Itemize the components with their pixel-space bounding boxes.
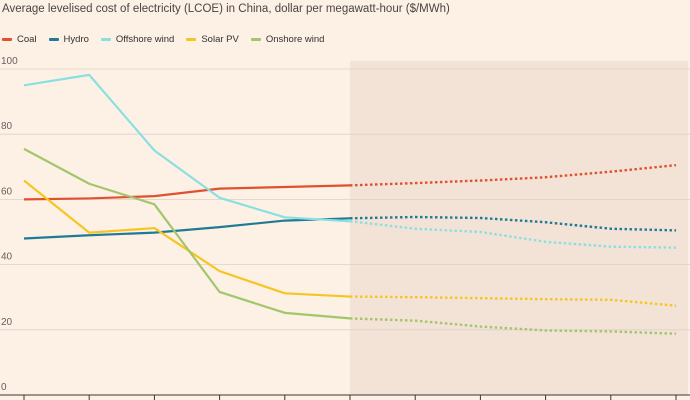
legend-swatch <box>250 38 261 41</box>
legend-label: Onshore wind <box>265 34 325 45</box>
y-tick-label: 100 <box>1 56 18 67</box>
y-tick-label: 0 <box>1 382 7 393</box>
series-line-coal <box>23 184 351 201</box>
legend-label: Hydro <box>63 34 89 45</box>
series-lines <box>23 73 677 335</box>
legend-swatch <box>186 38 197 41</box>
legend-item: Solar PV <box>186 34 239 45</box>
legend-label: Solar PV <box>201 34 239 45</box>
legend-item: Hydro <box>48 34 89 45</box>
series-forecast-solar-pv <box>349 295 677 307</box>
legend-item: Coal <box>2 34 37 45</box>
legend-label: Offshore wind <box>115 34 175 45</box>
y-tick-label: 40 <box>1 252 13 263</box>
chart-title: Average levelised cost of electricity (L… <box>2 3 450 15</box>
legend-swatch <box>100 38 111 41</box>
legend-swatch <box>48 38 59 41</box>
y-tick-label: 20 <box>1 317 13 328</box>
legend-swatch <box>2 38 12 41</box>
y-tick-label: 80 <box>1 121 13 132</box>
legend-label: Coal <box>17 34 37 45</box>
legend: Coal Hydro Offshore wind Solar PV Onshore wi… <box>2 34 324 45</box>
series-line-onshore-wind <box>23 147 351 320</box>
x-axis <box>23 395 677 400</box>
series-forecast-hydro <box>349 215 677 232</box>
legend-item: Offshore wind <box>100 34 175 45</box>
series-forecast-onshore-wind <box>349 317 677 335</box>
series-line-offshore-wind <box>23 73 351 223</box>
series-line-hydro <box>23 217 351 240</box>
series-forecast-coal <box>349 163 677 187</box>
legend-item: Onshore wind <box>250 34 325 45</box>
y-tick-label: 60 <box>1 186 13 197</box>
y-axis-ticks: 0 20 40 60 80 100 <box>1 56 18 393</box>
